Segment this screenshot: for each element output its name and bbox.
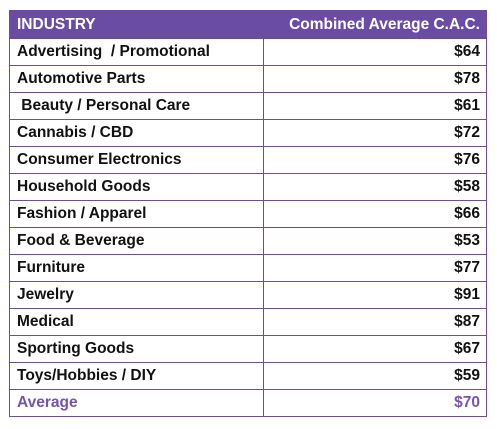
industry-cell: Advertising / Promotional bbox=[9, 38, 264, 66]
table-body: Advertising / Promotional $64 Automotive P… bbox=[9, 38, 487, 417]
industry-cell: Medical bbox=[9, 308, 264, 336]
average-label: Average bbox=[9, 389, 264, 417]
industry-cell: Jewelry bbox=[9, 281, 264, 309]
table-row: Toys/Hobbies / DIY $59 bbox=[9, 362, 487, 390]
table-row: Jewelry $91 bbox=[9, 281, 487, 309]
cac-value-cell: $76 bbox=[263, 146, 487, 174]
industry-cell: Consumer Electronics bbox=[9, 146, 264, 174]
table-row: Sporting Goods $67 bbox=[9, 335, 487, 363]
industry-cell: Furniture bbox=[9, 254, 264, 282]
industry-cell: Beauty / Personal Care bbox=[9, 92, 264, 120]
table-row: Food & Beverage $53 bbox=[9, 227, 487, 255]
cac-value-cell: $78 bbox=[263, 65, 487, 93]
table-row: Household Goods $58 bbox=[9, 173, 487, 201]
industry-cell: Food & Beverage bbox=[9, 227, 264, 255]
table-row: Furniture $77 bbox=[9, 254, 487, 282]
industry-cell: Household Goods bbox=[9, 173, 264, 201]
column-header-cac: Combined Average C.A.C. bbox=[263, 10, 487, 39]
industry-cell: Toys/Hobbies / DIY bbox=[9, 362, 264, 390]
industry-cell: Sporting Goods bbox=[9, 335, 264, 363]
average-value: $70 bbox=[263, 389, 487, 417]
header-row: INDUSTRY Combined Average C.A.C. bbox=[9, 10, 487, 39]
table-row: Automotive Parts $78 bbox=[9, 65, 487, 93]
cac-value-cell: $66 bbox=[263, 200, 487, 228]
cac-value-cell: $53 bbox=[263, 227, 487, 255]
cac-value-cell: $67 bbox=[263, 335, 487, 363]
cac-value-cell: $77 bbox=[263, 254, 487, 282]
industry-cell: Automotive Parts bbox=[9, 65, 264, 93]
table-row: Medical $87 bbox=[9, 308, 487, 336]
industry-cell: Cannabis / CBD bbox=[9, 119, 264, 147]
cac-value-cell: $61 bbox=[263, 92, 487, 120]
table-row: Beauty / Personal Care $61 bbox=[9, 92, 487, 120]
table-row: Fashion / Apparel $66 bbox=[9, 200, 487, 228]
cac-value-cell: $87 bbox=[263, 308, 487, 336]
cac-value-cell: $72 bbox=[263, 119, 487, 147]
table-row: Advertising / Promotional $64 bbox=[9, 38, 487, 66]
table-row: Consumer Electronics $76 bbox=[9, 146, 487, 174]
table-row: Cannabis / CBD $72 bbox=[9, 119, 487, 147]
cac-value-cell: $64 bbox=[263, 38, 487, 66]
cac-value-cell: $91 bbox=[263, 281, 487, 309]
cac-value-cell: $59 bbox=[263, 362, 487, 390]
column-header-industry: INDUSTRY bbox=[9, 10, 264, 39]
cac-value-cell: $58 bbox=[263, 173, 487, 201]
average-row: Average $70 bbox=[9, 389, 487, 417]
industry-cell: Fashion / Apparel bbox=[9, 200, 264, 228]
cac-table: INDUSTRY Combined Average C.A.C. Adverti… bbox=[9, 10, 487, 417]
